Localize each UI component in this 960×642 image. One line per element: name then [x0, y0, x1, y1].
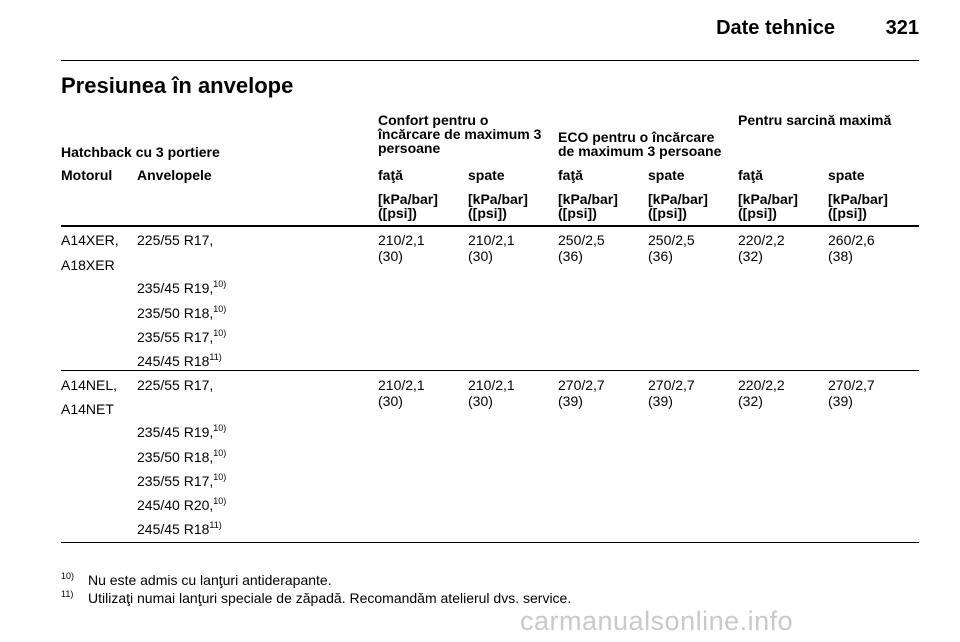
pressure-eco-rear: 250/2,5 (36): [648, 232, 695, 264]
unit-line2: ([psi]): [378, 205, 417, 221]
engine-code: A18XER: [61, 257, 115, 273]
pressure-eco-front: 270/2,7 (39): [558, 377, 605, 409]
pressure-confort-rear: 210/2,1 (30): [468, 377, 515, 409]
tyre-size: 235/50 R18,10): [137, 448, 227, 466]
footnote-ref: 10): [213, 279, 227, 289]
col-max-rear: spate: [828, 167, 865, 183]
footnote-ref: 11): [209, 520, 222, 530]
confort-header-line3: persoane: [378, 140, 441, 156]
footnote-ref: 10): [213, 423, 227, 433]
footnote-text: Nu este admis cu lanţuri antiderapante.: [88, 572, 332, 588]
page-title: Presiunea în anvelope: [61, 73, 294, 98]
watermark: carmanualsonline.info: [520, 606, 794, 636]
eco-header-line2: de maximum 3 persoane: [558, 143, 722, 159]
page-number: 321: [885, 17, 919, 39]
max-load-header: Pentru sarcină maximă: [738, 112, 892, 128]
unit-line2: ([psi]): [738, 205, 777, 221]
unit-line2: ([psi]): [648, 205, 687, 221]
header-bottom-rule: [61, 225, 919, 227]
col-confort-rear: spate: [468, 167, 505, 183]
col-confort-front: faţă: [378, 167, 403, 183]
tyre-size: 245/40 R20,10): [137, 496, 227, 514]
unit-line2: ([psi]): [558, 205, 597, 221]
col-tyres: Anvelopele: [137, 167, 212, 183]
pressure-max-rear: 270/2,7 (39): [828, 377, 875, 409]
unit-line1: [kPa/bar]: [738, 191, 798, 207]
tyre-size: 235/50 R18,10): [137, 304, 227, 322]
tyre-size: 235/55 R17,10): [137, 472, 227, 490]
unit-line1: [kPa/bar]: [468, 191, 528, 207]
pressure-confort-front: 210/2,1 (30): [378, 377, 425, 409]
pressure-max-rear: 260/2,6 (38): [828, 232, 875, 264]
unit-line2: ([psi]): [828, 205, 867, 221]
pressure-max-front: 220/2,2 (32): [738, 377, 785, 409]
confort-header-line2: încărcare de maximum 3: [378, 126, 542, 142]
tyre-size: 225/55 R17,: [137, 377, 214, 393]
pressure-eco-rear: 270/2,7 (39): [648, 377, 695, 409]
col-engine: Motorul: [61, 167, 113, 183]
footnote-number: 11): [61, 589, 74, 599]
engine-code: A14NEL,: [61, 377, 118, 393]
unit-line1: [kPa/bar]: [558, 191, 618, 207]
pressure-max-front: 220/2,2 (32): [738, 232, 785, 264]
engine-code: A14NET: [61, 401, 114, 417]
pressure-confort-front: 210/2,1 (30): [378, 232, 425, 264]
tyre-size: 235/45 R19,10): [137, 279, 227, 297]
tyre-size: 225/55 R17,: [137, 232, 214, 248]
footnote-ref: 10): [213, 304, 227, 314]
table-bottom-rule: [61, 542, 919, 543]
unit-line1: [kPa/bar]: [828, 191, 888, 207]
pressure-confort-rear: 210/2,1 (30): [468, 232, 515, 264]
header-rule: [61, 60, 919, 61]
group-label: Hatchback cu 3 portiere: [61, 144, 220, 160]
section-title: Date tehnice: [716, 17, 835, 39]
footnote-ref: 10): [213, 472, 227, 482]
tyre-size: 245/45 R1811): [137, 520, 222, 538]
footnote-ref: 10): [213, 328, 227, 338]
unit-line2: ([psi]): [468, 205, 507, 221]
col-eco-rear: spate: [648, 167, 685, 183]
row-divider: [61, 370, 919, 371]
engine-code: A14XER,: [61, 232, 119, 248]
col-eco-front: faţă: [558, 167, 583, 183]
tyre-size: 235/45 R19,10): [137, 423, 227, 441]
footnote-ref: 11): [209, 352, 222, 362]
pressure-eco-front: 250/2,5 (36): [558, 232, 605, 264]
footnote-ref: 10): [213, 448, 227, 458]
tyre-size: 245/45 R1811): [137, 352, 222, 370]
footnote-ref: 10): [213, 496, 227, 506]
eco-header-line1: ECO pentru o încărcare: [558, 129, 715, 145]
footnote-number: 10): [61, 571, 75, 581]
tyre-size: 235/55 R17,10): [137, 328, 227, 346]
confort-header-line1: Confort pentru o: [378, 112, 489, 128]
unit-line1: [kPa/bar]: [648, 191, 708, 207]
col-max-front: faţă: [738, 167, 763, 183]
footnote-text: Utilizaţi numai lanţuri speciale de zăpa…: [88, 590, 572, 606]
unit-line1: [kPa/bar]: [378, 191, 438, 207]
